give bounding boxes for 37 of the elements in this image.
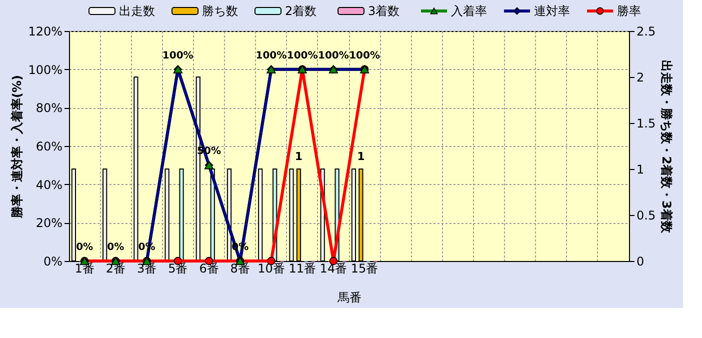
- x-tick-label: 14番: [320, 262, 348, 276]
- y-tick-label: 80%: [36, 101, 62, 116]
- y2-tick-label: 2.5: [636, 24, 656, 38]
- y-tick-label: 40%: [36, 178, 62, 192]
- x-tick-label: 15番: [350, 262, 378, 276]
- y-axis-title: 勝率・連対率・入着率(%): [10, 75, 24, 219]
- legend-label: 3着数: [368, 4, 400, 18]
- y2-axis-title: 出走数・勝ち数・2着数・3着数: [660, 60, 674, 234]
- data-label: 0%: [76, 242, 94, 253]
- legend-label: 2着数: [285, 4, 317, 18]
- legend-label: 勝ち数: [202, 4, 238, 18]
- y-tick-label: 120%: [28, 24, 62, 38]
- data-label: 100%: [256, 50, 287, 62]
- legend-label: 勝率: [617, 4, 641, 18]
- x-tick-label: 11番: [288, 262, 316, 276]
- data-label: 0%: [107, 242, 124, 253]
- legend-label: 入着率: [451, 4, 487, 18]
- y2-tick-label: 1: [636, 162, 644, 176]
- data-label: 1: [357, 150, 365, 163]
- x-tick-label: 10番: [258, 262, 285, 276]
- data-label: 100%: [162, 50, 194, 62]
- legend-label: 連対率: [534, 4, 570, 18]
- y-tick-label: 0%: [43, 254, 62, 268]
- x-tick-label: 6番: [199, 262, 219, 276]
- x-axis-title: 馬番: [336, 290, 362, 304]
- data-label: 100%: [318, 50, 349, 62]
- y2-tick-label: 2: [636, 70, 644, 84]
- y2-tick-label: 0.5: [636, 208, 656, 222]
- y-tick-label: 60%: [36, 140, 62, 154]
- y-tick-label: 20%: [36, 216, 62, 230]
- y2-tick-label: 0: [636, 254, 644, 268]
- y-tick-label: 100%: [28, 62, 62, 77]
- data-label: 100%: [349, 50, 380, 62]
- y2-tick-label: 1.5: [636, 116, 656, 130]
- data-label: 100%: [286, 50, 318, 62]
- data-label: 1: [294, 150, 303, 163]
- legend-label: 出走数: [119, 4, 155, 18]
